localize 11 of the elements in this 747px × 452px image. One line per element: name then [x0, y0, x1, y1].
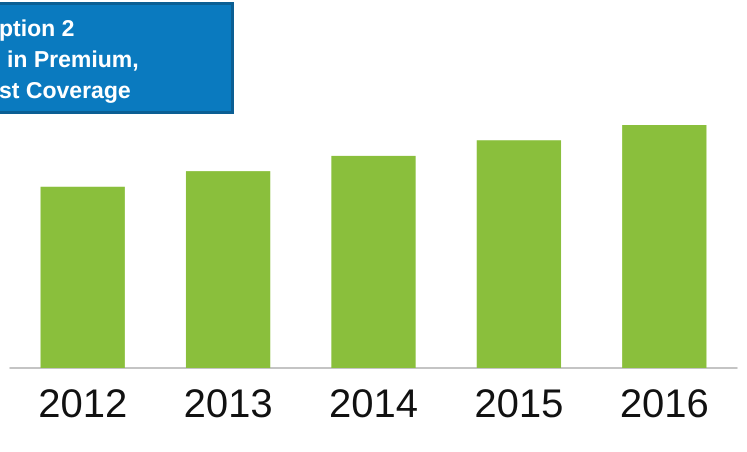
bar — [476, 140, 562, 368]
x-tick-label: 2015 — [474, 382, 564, 426]
x-tick-label: 2013 — [184, 382, 273, 426]
bar — [40, 186, 125, 368]
bar — [622, 125, 706, 368]
x-tick-label: 2012 — [38, 382, 128, 426]
x-tick-label: 2016 — [620, 382, 709, 426]
note-box: ption 2 in Premium, st Coverage — [0, 2, 234, 114]
x-tick-label: 2014 — [329, 382, 418, 426]
bar — [331, 156, 416, 368]
bar — [186, 171, 270, 368]
